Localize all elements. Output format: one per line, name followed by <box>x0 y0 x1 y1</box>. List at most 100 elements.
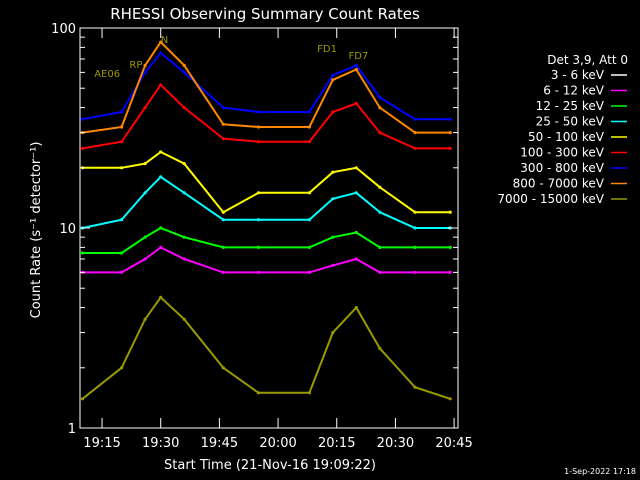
data-point <box>159 245 163 249</box>
data-point <box>182 191 186 195</box>
y-tick-label: 100 <box>51 22 76 37</box>
data-point <box>256 110 261 114</box>
data-point <box>143 162 147 166</box>
x-tick-label: 19:45 <box>201 436 238 451</box>
data-point <box>413 191 417 195</box>
data-point <box>354 197 358 201</box>
data-point <box>120 140 124 144</box>
data-point <box>331 235 335 239</box>
data-point <box>331 331 335 335</box>
data-point <box>307 110 311 114</box>
data-point <box>120 218 124 222</box>
data-point <box>331 170 335 174</box>
data-point <box>143 257 147 261</box>
legend-entry-label: 3 - 6 keV <box>551 68 605 82</box>
data-point <box>413 385 417 389</box>
data-point <box>143 70 147 74</box>
data-point <box>182 197 186 201</box>
annotation-label: N <box>161 35 168 46</box>
data-point <box>120 210 124 214</box>
legend-entry-label: 12 - 25 keV <box>536 99 605 113</box>
data-point <box>331 78 335 82</box>
data-point <box>256 191 261 195</box>
y-axis-label: Count Rate (s⁻¹ detector⁻¹) <box>29 142 44 319</box>
data-point <box>354 306 358 310</box>
data-point <box>307 125 311 129</box>
x-tick-label: 19:15 <box>83 436 120 451</box>
data-point <box>448 397 452 401</box>
data-point <box>448 245 452 249</box>
data-point <box>256 245 261 249</box>
data-point <box>143 197 147 201</box>
data-point <box>331 110 335 114</box>
data-point <box>448 117 452 121</box>
data-point <box>221 245 225 249</box>
data-point <box>354 101 358 105</box>
data-point <box>182 235 186 239</box>
data-point <box>182 63 186 67</box>
data-point <box>182 162 186 166</box>
data-point <box>354 230 358 235</box>
data-point <box>159 40 163 44</box>
data-point <box>80 210 85 214</box>
data-point <box>182 317 186 321</box>
data-point <box>80 146 85 150</box>
plot-area <box>80 40 452 401</box>
data-point <box>256 218 261 222</box>
data-point <box>413 146 417 150</box>
data-point <box>143 317 147 321</box>
chart-title: RHESSI Observing Summary Count Rates <box>110 5 420 23</box>
annotation-label: AE06 <box>94 69 120 80</box>
data-point <box>80 397 85 401</box>
data-point <box>354 67 358 72</box>
y-axis: 1 10 100 <box>51 22 458 437</box>
data-point <box>221 218 225 222</box>
x-tick-label: 20:30 <box>377 436 414 451</box>
footer-stamp: 1-Sep-2022 17:18 <box>564 467 636 476</box>
data-point <box>256 140 261 144</box>
data-point <box>159 295 163 299</box>
data-point <box>378 203 382 207</box>
legend-entry-label: 800 - 7000 keV <box>513 177 605 191</box>
data-point <box>448 210 452 214</box>
data-point <box>143 191 147 195</box>
data-point <box>143 235 147 239</box>
data-point <box>256 125 261 129</box>
data-point <box>307 391 311 395</box>
data-point <box>307 270 311 274</box>
data-point <box>182 106 186 110</box>
data-point <box>307 191 311 195</box>
data-point <box>159 83 163 87</box>
data-point <box>354 63 358 67</box>
data-point <box>378 106 382 110</box>
data-point <box>80 251 85 255</box>
annotation-label: RP <box>129 60 142 71</box>
data-point <box>307 140 311 144</box>
x-tick-label: 20:15 <box>318 436 355 451</box>
legend-entry-label: 300 - 800 keV <box>520 161 604 175</box>
data-point <box>221 270 225 274</box>
data-point <box>413 245 417 249</box>
x-tick-label: 20:45 <box>435 436 472 451</box>
legend-entry-label: 7000 - 15000 keV <box>497 192 604 206</box>
data-point <box>80 117 85 121</box>
data-point <box>143 63 147 67</box>
data-point <box>159 226 163 230</box>
data-point <box>120 270 124 274</box>
data-point <box>354 166 358 170</box>
data-point <box>159 51 163 55</box>
data-point <box>256 270 261 274</box>
data-point <box>120 125 124 129</box>
x-axis-label: Start Time (21-Nov-16 19:09:22) <box>164 458 376 473</box>
data-point <box>159 175 163 179</box>
legend-entry-label: 6 - 12 keV <box>543 84 605 98</box>
data-point <box>354 257 358 261</box>
data-point <box>159 150 163 154</box>
legend-entry-label: 25 - 50 keV <box>536 115 605 129</box>
x-axis: 19:15 19:30 19:45 20:00 20:15 20:30 20:45 <box>83 28 473 451</box>
data-point <box>159 191 163 195</box>
y-tick-label: 1 <box>68 422 76 437</box>
data-point <box>413 210 417 214</box>
